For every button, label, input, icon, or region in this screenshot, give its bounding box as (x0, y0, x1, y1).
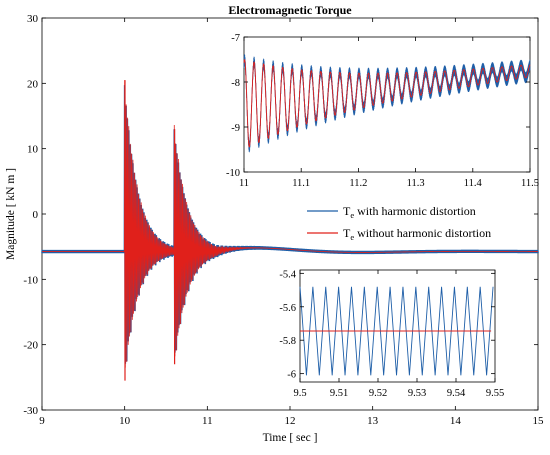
main-y-tick-label: -20 (23, 340, 38, 352)
inset-top-line-without-harmonics (243, 59, 531, 148)
inset-bottom-y-tick-label: -5.8 (279, 336, 296, 347)
legend-entry-with-harmonics: Te with harmonic distortion (307, 204, 476, 220)
inset-top-ticks: 11 11.1 11.2 11.3 11.4 11.5 -10 -9 -8 -7 (226, 33, 539, 189)
inset-bottom-y-tick-label: -6 (287, 370, 296, 381)
inset-top-x-tick-label: 11.2 (349, 178, 367, 189)
inset-top: 11 11.1 11.2 11.3 11.4 11.5 -10 -9 -8 -7 (226, 33, 539, 189)
inset-bottom-series-layer (299, 286, 494, 376)
inset-bottom-line-with-harmonics (299, 286, 494, 376)
inset-top-x-tick-label: 11.5 (521, 178, 539, 189)
inset-top-line-with-harmonics (243, 54, 531, 153)
x-axis-label: Time [ sec ] (263, 432, 318, 444)
inset-top-x-tick-label: 11.4 (464, 178, 483, 189)
main-x-tick-label: 12 (285, 415, 296, 427)
inset-top-frame (243, 36, 531, 173)
main-x-tick-label: 15 (533, 415, 545, 427)
legend-entry-without-harmonics: Te without harmonic distortion (307, 226, 491, 242)
inset-bottom-x-tick-label: 9.53 (408, 388, 426, 399)
main-y-tick-label: 10 (27, 144, 39, 156)
inset-top-y-tick-label: -9 (231, 123, 240, 134)
inset-bottom-x-tick-label: 9.5 (293, 388, 306, 399)
inset-top-y-tick-label: -8 (231, 78, 240, 89)
inset-top-x-tick-label: 11 (239, 178, 249, 189)
inset-top-x-tick-label: 11.3 (407, 178, 425, 189)
main-x-tick-label: 11 (202, 415, 213, 427)
main-x-tick-label: 10 (119, 415, 131, 427)
legend-label-with-harmonics: Te with harmonic distortion (343, 204, 476, 220)
inset-top-x-tick-label: 11.1 (292, 178, 310, 189)
legend-label-without-harmonics: Te without harmonic distortion (343, 226, 491, 242)
main-y-tick-label: 0 (33, 209, 39, 221)
inset-bottom-y-tick-label: -5.6 (279, 303, 296, 314)
main-x-tick-label: 13 (367, 415, 379, 427)
main-ticks: 9 10 11 12 13 14 15 -30 -20 -10 0 10 20 30 (23, 13, 544, 427)
inset-top-y-tick-label: -10 (226, 168, 240, 179)
legend: Te with harmonic distortion Te without h… (307, 204, 491, 242)
y-axis-label: Magnitude [ kN m ] (5, 168, 17, 260)
main-series-layer (41, 80, 539, 381)
inset-bottom: 9.5 9.51 9.52 9.53 9.54 9.55 -6 -5.8 -5.6 -5.4 (279, 269, 504, 399)
main-x-tick-label: 9 (39, 415, 45, 427)
inset-top-y-tick-label: -7 (231, 33, 240, 44)
main-y-tick-label: 20 (27, 78, 39, 90)
inset-bottom-y-tick-label: -5.4 (279, 269, 296, 280)
main-x-tick-label: 14 (450, 415, 462, 427)
main-y-tick-label: -30 (23, 405, 38, 417)
inset-bottom-x-tick-label: 9.54 (447, 388, 466, 399)
chart-title: Electromagnetic Torque (228, 3, 352, 17)
inset-bottom-x-tick-label: 9.55 (486, 388, 504, 399)
inset-top-series-layer (243, 54, 531, 153)
main-y-tick-label: 30 (27, 13, 39, 25)
inset-bottom-ticks: 9.5 9.51 9.52 9.53 9.54 9.55 -6 -5.8 -5.6 -5.4 (279, 269, 504, 399)
main-y-tick-label: -10 (23, 274, 38, 286)
inset-bottom-x-tick-label: 9.52 (369, 388, 387, 399)
inset-bottom-x-tick-label: 9.51 (330, 388, 348, 399)
